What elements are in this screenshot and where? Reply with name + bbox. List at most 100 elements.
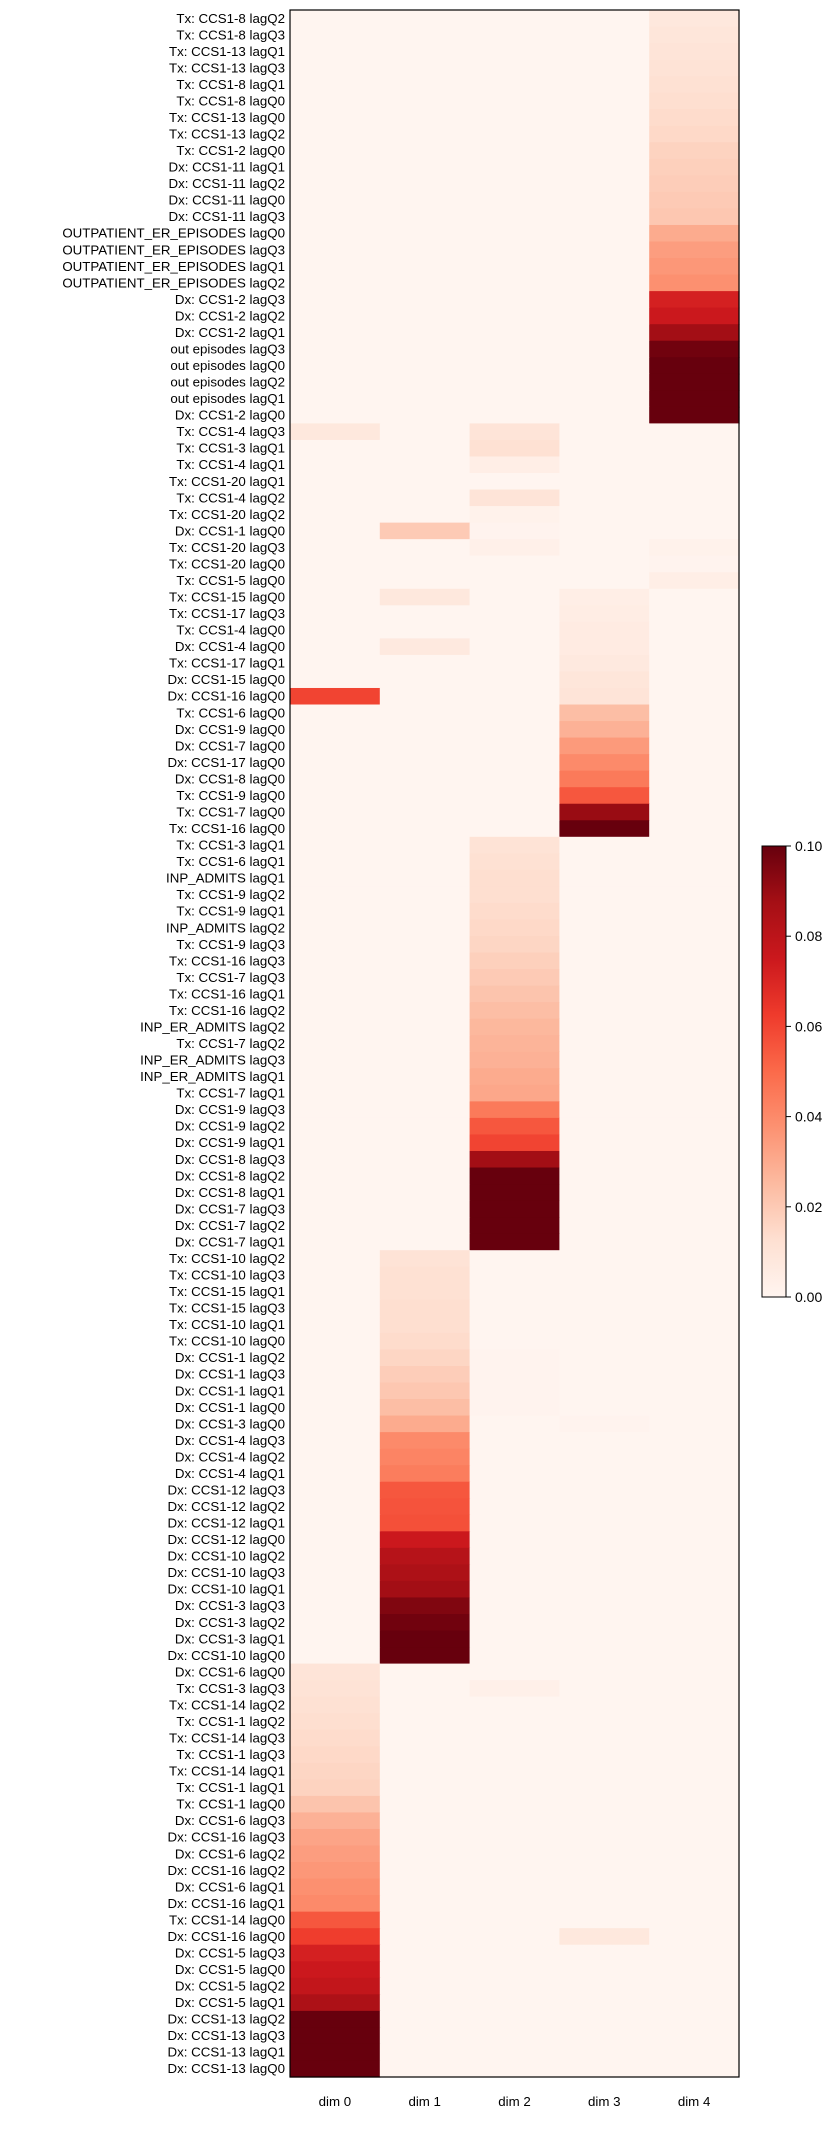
heatmap-cell — [379, 1547, 471, 1565]
row-label: Dx: CCS1-1 lagQ1 — [175, 1383, 285, 1398]
heatmap-cell — [559, 985, 650, 1003]
heatmap-cell — [290, 274, 381, 292]
heatmap-cell — [379, 92, 471, 110]
heatmap-cell — [469, 803, 560, 821]
heatmap-cell — [469, 1465, 560, 1483]
row-label: Tx: CCS1-16 lagQ0 — [169, 821, 285, 836]
heatmap-cell — [290, 1150, 381, 1169]
heatmap-cell — [559, 588, 650, 606]
heatmap-cell — [559, 175, 650, 193]
heatmap-cell — [559, 423, 650, 441]
heatmap-cell — [559, 59, 650, 77]
heatmap-cell — [290, 1944, 381, 1962]
row-label: Tx: CCS1-10 lagQ0 — [169, 1334, 285, 1349]
heatmap-cell — [469, 1647, 560, 1665]
heatmap-cell — [649, 671, 740, 689]
heatmap-cell — [379, 10, 471, 28]
heatmap-cell — [379, 1580, 471, 1599]
heatmap-cell — [469, 704, 560, 722]
heatmap-cell — [469, 671, 560, 689]
heatmap-cell — [469, 191, 560, 210]
heatmap-cell — [379, 1911, 471, 1929]
heatmap-cell — [379, 1828, 471, 1847]
heatmap-cell — [290, 175, 381, 193]
heatmap-cell — [290, 1299, 381, 1317]
heatmap-cell — [649, 853, 740, 871]
row-label: Dx: CCS1-2 lagQ0 — [175, 408, 285, 423]
colorbar-tick-label: 0.04 — [795, 1109, 822, 1125]
heatmap-cell — [379, 1977, 471, 1995]
heatmap-cell — [469, 1498, 560, 1516]
heatmap-cell — [469, 1911, 560, 1929]
heatmap-cell — [290, 324, 381, 342]
heatmap-cell — [379, 2027, 471, 2045]
heatmap-cell — [469, 1862, 560, 1880]
heatmap-cell — [290, 704, 381, 722]
heatmap-cell — [649, 1630, 740, 1648]
heatmap-cell — [290, 1928, 381, 1946]
row-label: OUTPATIENT_ER_EPISODES lagQ0 — [62, 226, 285, 241]
heatmap-cell — [469, 539, 560, 557]
heatmap-cell — [469, 687, 560, 706]
heatmap-cell — [469, 1217, 560, 1235]
heatmap-cell — [469, 2027, 560, 2045]
heatmap-cell — [559, 820, 650, 838]
heatmap-cell — [559, 1680, 650, 1698]
row-label: Dx: CCS1-9 lagQ2 — [175, 1119, 285, 1134]
heatmap-cell — [469, 853, 560, 871]
heatmap-cell — [559, 902, 650, 921]
row-label: Tx: CCS1-9 lagQ1 — [176, 904, 285, 919]
heatmap-cell — [559, 456, 650, 474]
heatmap-cell — [379, 919, 471, 937]
heatmap-cell — [469, 886, 560, 904]
heatmap-cell — [290, 1035, 381, 1053]
row-label: Dx: CCS1-5 lagQ2 — [175, 1979, 285, 1994]
heatmap-cell — [290, 1580, 381, 1599]
heatmap-cell — [649, 506, 740, 524]
heatmap-cell — [290, 191, 381, 210]
row-label: Tx: CCS1-8 lagQ3 — [176, 27, 285, 42]
heatmap-cell — [559, 572, 650, 590]
heatmap-cell — [469, 43, 560, 61]
heatmap-cell — [649, 208, 740, 226]
row-label: INP_ER_ADMITS lagQ3 — [140, 1053, 285, 1068]
heatmap-cell — [559, 1498, 650, 1516]
colorbar-tick-label: 0.08 — [795, 928, 822, 944]
colorbar-tick-label: 0.10 — [795, 838, 822, 854]
heatmap-cell — [469, 1349, 560, 1367]
heatmap-cell — [469, 721, 560, 739]
heatmap-cell — [290, 1812, 381, 1830]
heatmap-cell — [290, 1762, 381, 1780]
heatmap-cell — [469, 1283, 560, 1301]
row-label: Dx: CCS1-6 lagQ2 — [175, 1846, 285, 1861]
heatmap-cell — [379, 1233, 471, 1251]
heatmap-cell — [559, 1266, 650, 1284]
heatmap-cell — [559, 605, 650, 623]
heatmap-cell — [469, 307, 560, 325]
heatmap-cell — [649, 1316, 740, 1334]
heatmap-cell — [290, 1911, 381, 1929]
row-label: Dx: CCS1-8 lagQ1 — [175, 1185, 285, 1200]
heatmap-cell — [469, 1448, 560, 1466]
heatmap-cell — [290, 1068, 381, 1086]
heatmap-cell — [290, 803, 381, 821]
heatmap-cell — [469, 1415, 560, 1433]
heatmap-cell — [649, 1399, 740, 1417]
heatmap-cell — [649, 10, 740, 28]
heatmap-cell — [290, 1382, 381, 1400]
heatmap-cell — [379, 340, 471, 358]
row-label: Dx: CCS1-10 lagQ1 — [167, 1582, 285, 1597]
heatmap-cell — [379, 1779, 471, 1797]
heatmap-cell — [559, 1514, 650, 1532]
row-label: Tx: CCS1-9 lagQ2 — [176, 887, 285, 902]
heatmap-cell — [559, 1035, 650, 1053]
heatmap-cell — [290, 1349, 381, 1367]
heatmap-cell — [469, 1812, 560, 1830]
heatmap-cell — [559, 1977, 650, 1995]
heatmap-cell — [649, 1696, 740, 1714]
row-label: Tx: CCS1-10 lagQ3 — [169, 1268, 285, 1283]
heatmap-cell — [469, 1680, 560, 1698]
heatmap-cell — [469, 1002, 560, 1020]
heatmap-cell — [379, 1746, 471, 1764]
heatmap-cell — [290, 1283, 381, 1301]
